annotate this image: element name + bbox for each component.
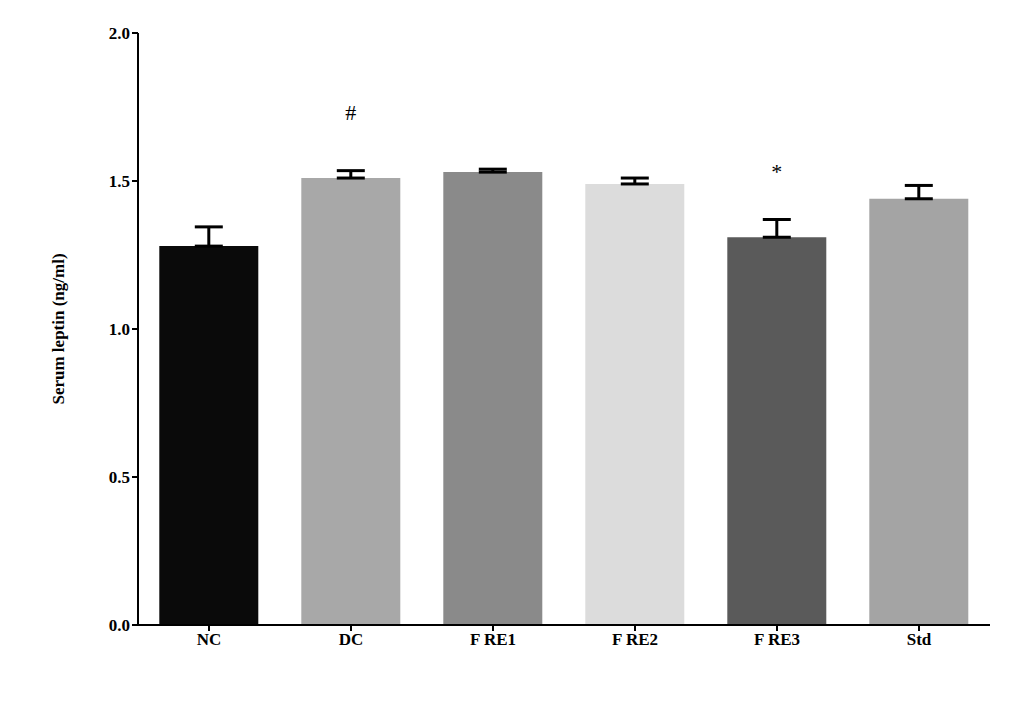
- svg-text:NC: NC: [197, 630, 222, 649]
- svg-text:Serum leptin (ng/ml): Serum leptin (ng/ml): [49, 253, 68, 404]
- svg-text:Std: Std: [907, 630, 932, 649]
- svg-text:2.0: 2.0: [109, 24, 130, 43]
- svg-text:DC: DC: [339, 630, 364, 649]
- svg-text:0.0: 0.0: [109, 616, 130, 635]
- svg-text:0.5: 0.5: [109, 468, 130, 487]
- svg-text:1.0: 1.0: [109, 320, 130, 339]
- svg-text:F RE3: F RE3: [754, 630, 800, 649]
- svg-text:F RE2: F RE2: [612, 630, 658, 649]
- svg-text:#: #: [345, 100, 356, 125]
- svg-text:F RE1: F RE1: [470, 630, 516, 649]
- svg-text:1.5: 1.5: [109, 172, 130, 191]
- svg-text:*: *: [771, 159, 782, 184]
